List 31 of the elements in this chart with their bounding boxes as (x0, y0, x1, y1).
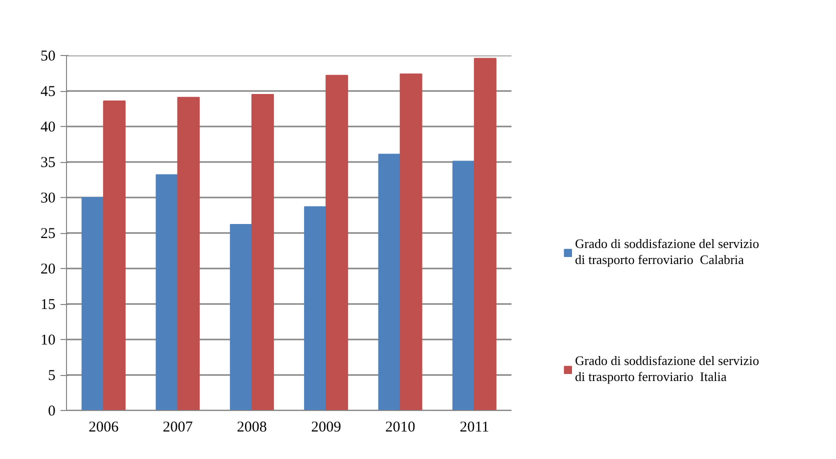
bar (378, 154, 401, 410)
y-tick-label: 30 (40, 190, 56, 206)
bar (304, 206, 327, 410)
bar (177, 96, 200, 410)
legend-label: Grado di soddisfazione del servizio di trasporto ferroviario Italia (575, 353, 760, 385)
bar (326, 74, 348, 410)
y-tick-label: 35 (40, 155, 56, 171)
bar (452, 160, 475, 410)
bar (103, 100, 126, 410)
legend-label: Grado di soddisfazione del servizio di trasporto ferroviario Calabria (575, 236, 760, 268)
y-tick-label: 0 (48, 404, 56, 420)
x-tick-label: 2011 (460, 420, 490, 436)
y-tick-label: 5 (48, 368, 56, 384)
y-tick-label: 40 (40, 120, 56, 136)
bar (230, 224, 252, 410)
x-tick-label: 2009 (311, 420, 342, 436)
bar (400, 73, 422, 410)
y-tick-label: 45 (40, 84, 56, 100)
bar (474, 58, 496, 410)
y-tick-label: 25 (40, 226, 56, 242)
bar (82, 197, 104, 410)
y-tick-label: 50 (40, 48, 56, 64)
y-tick-label: 20 (40, 262, 56, 278)
x-tick-label: 2007 (162, 420, 194, 436)
y-tick-label: 15 (40, 297, 56, 313)
x-tick-label: 2008 (236, 420, 267, 436)
x-tick-label: 2010 (385, 420, 416, 436)
bar (251, 94, 274, 410)
y-tick-label: 10 (40, 332, 56, 348)
x-tick-label: 2006 (88, 420, 120, 436)
bar (156, 174, 178, 410)
